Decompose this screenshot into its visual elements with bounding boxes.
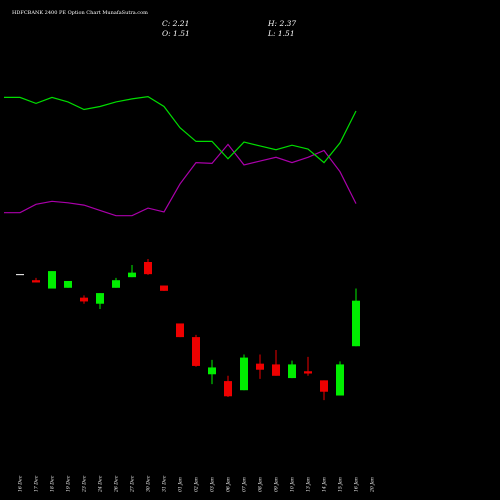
candle-body-2 — [48, 271, 56, 289]
x-tick-label: 16 Dec — [18, 475, 24, 492]
candle-body-12 — [208, 367, 216, 375]
candle-body-5 — [96, 293, 104, 304]
x-tick-label: 07 Jan — [242, 477, 248, 492]
x-tick-label: 09 Jan — [274, 477, 280, 492]
chart-title: HDFCBANK 2400 PE Option Chart MunafaSutr… — [12, 10, 148, 16]
candle-body-20 — [336, 364, 344, 396]
candle-body-0 — [16, 274, 24, 276]
x-tick-label: 26 Dec — [114, 475, 120, 493]
candle-body-6 — [112, 280, 120, 288]
candle-body-4 — [80, 297, 88, 302]
x-tick-label: 10 Jan — [290, 477, 296, 492]
x-tick-label: 30 Dec — [146, 475, 152, 492]
x-tick-label: 23 Dec — [82, 475, 88, 493]
x-tick-label: 06 Jan — [226, 477, 232, 492]
candle-body-1 — [32, 280, 40, 283]
high-value: H: 2.37 — [268, 19, 297, 28]
candle-body-21 — [352, 300, 360, 347]
candle-body-8 — [144, 262, 152, 275]
indicator-line-magenta — [4, 143, 357, 217]
x-tick-label: 01 Jan — [178, 477, 184, 492]
x-tick-label: 08 Jan — [258, 477, 264, 492]
candle-body-14 — [240, 357, 248, 391]
x-tick-label: 27 Dec — [130, 475, 136, 493]
candle-body-10 — [176, 323, 184, 338]
indicator-line-green — [4, 95, 357, 164]
candle-body-18 — [304, 371, 312, 374]
x-tick-label: 18 Dec — [50, 475, 56, 492]
x-tick-label: 19 Dec — [66, 475, 72, 492]
low-value: L: 1.51 — [268, 29, 295, 38]
x-tick-label: 31 Dec — [162, 475, 168, 492]
candle-body-3 — [64, 280, 72, 288]
candle-body-9 — [160, 285, 168, 291]
x-tick-label: 16 Jan — [354, 477, 360, 492]
x-tick-label: 13 Jan — [306, 477, 312, 492]
x-tick-label: 20 Jan — [370, 477, 376, 493]
candle-body-13 — [224, 381, 232, 397]
close-value: C: 2.21 — [162, 19, 190, 28]
candle-body-16 — [272, 364, 280, 376]
x-tick-label: 17 Dec — [34, 475, 40, 492]
candle-body-19 — [320, 380, 328, 392]
candle-body-7 — [128, 272, 136, 278]
x-tick-label: 02 Jan — [194, 477, 200, 492]
x-tick-label: 03 Jan — [210, 477, 216, 492]
x-tick-label: 15 Jan — [338, 477, 344, 492]
x-tick-label: 24 Dec — [98, 475, 104, 493]
candle-body-11 — [192, 337, 200, 366]
candle-body-15 — [256, 363, 264, 370]
open-value: O: 1.51 — [162, 29, 190, 38]
candle-body-17 — [288, 364, 296, 379]
x-tick-label: 14 Jan — [322, 477, 328, 492]
